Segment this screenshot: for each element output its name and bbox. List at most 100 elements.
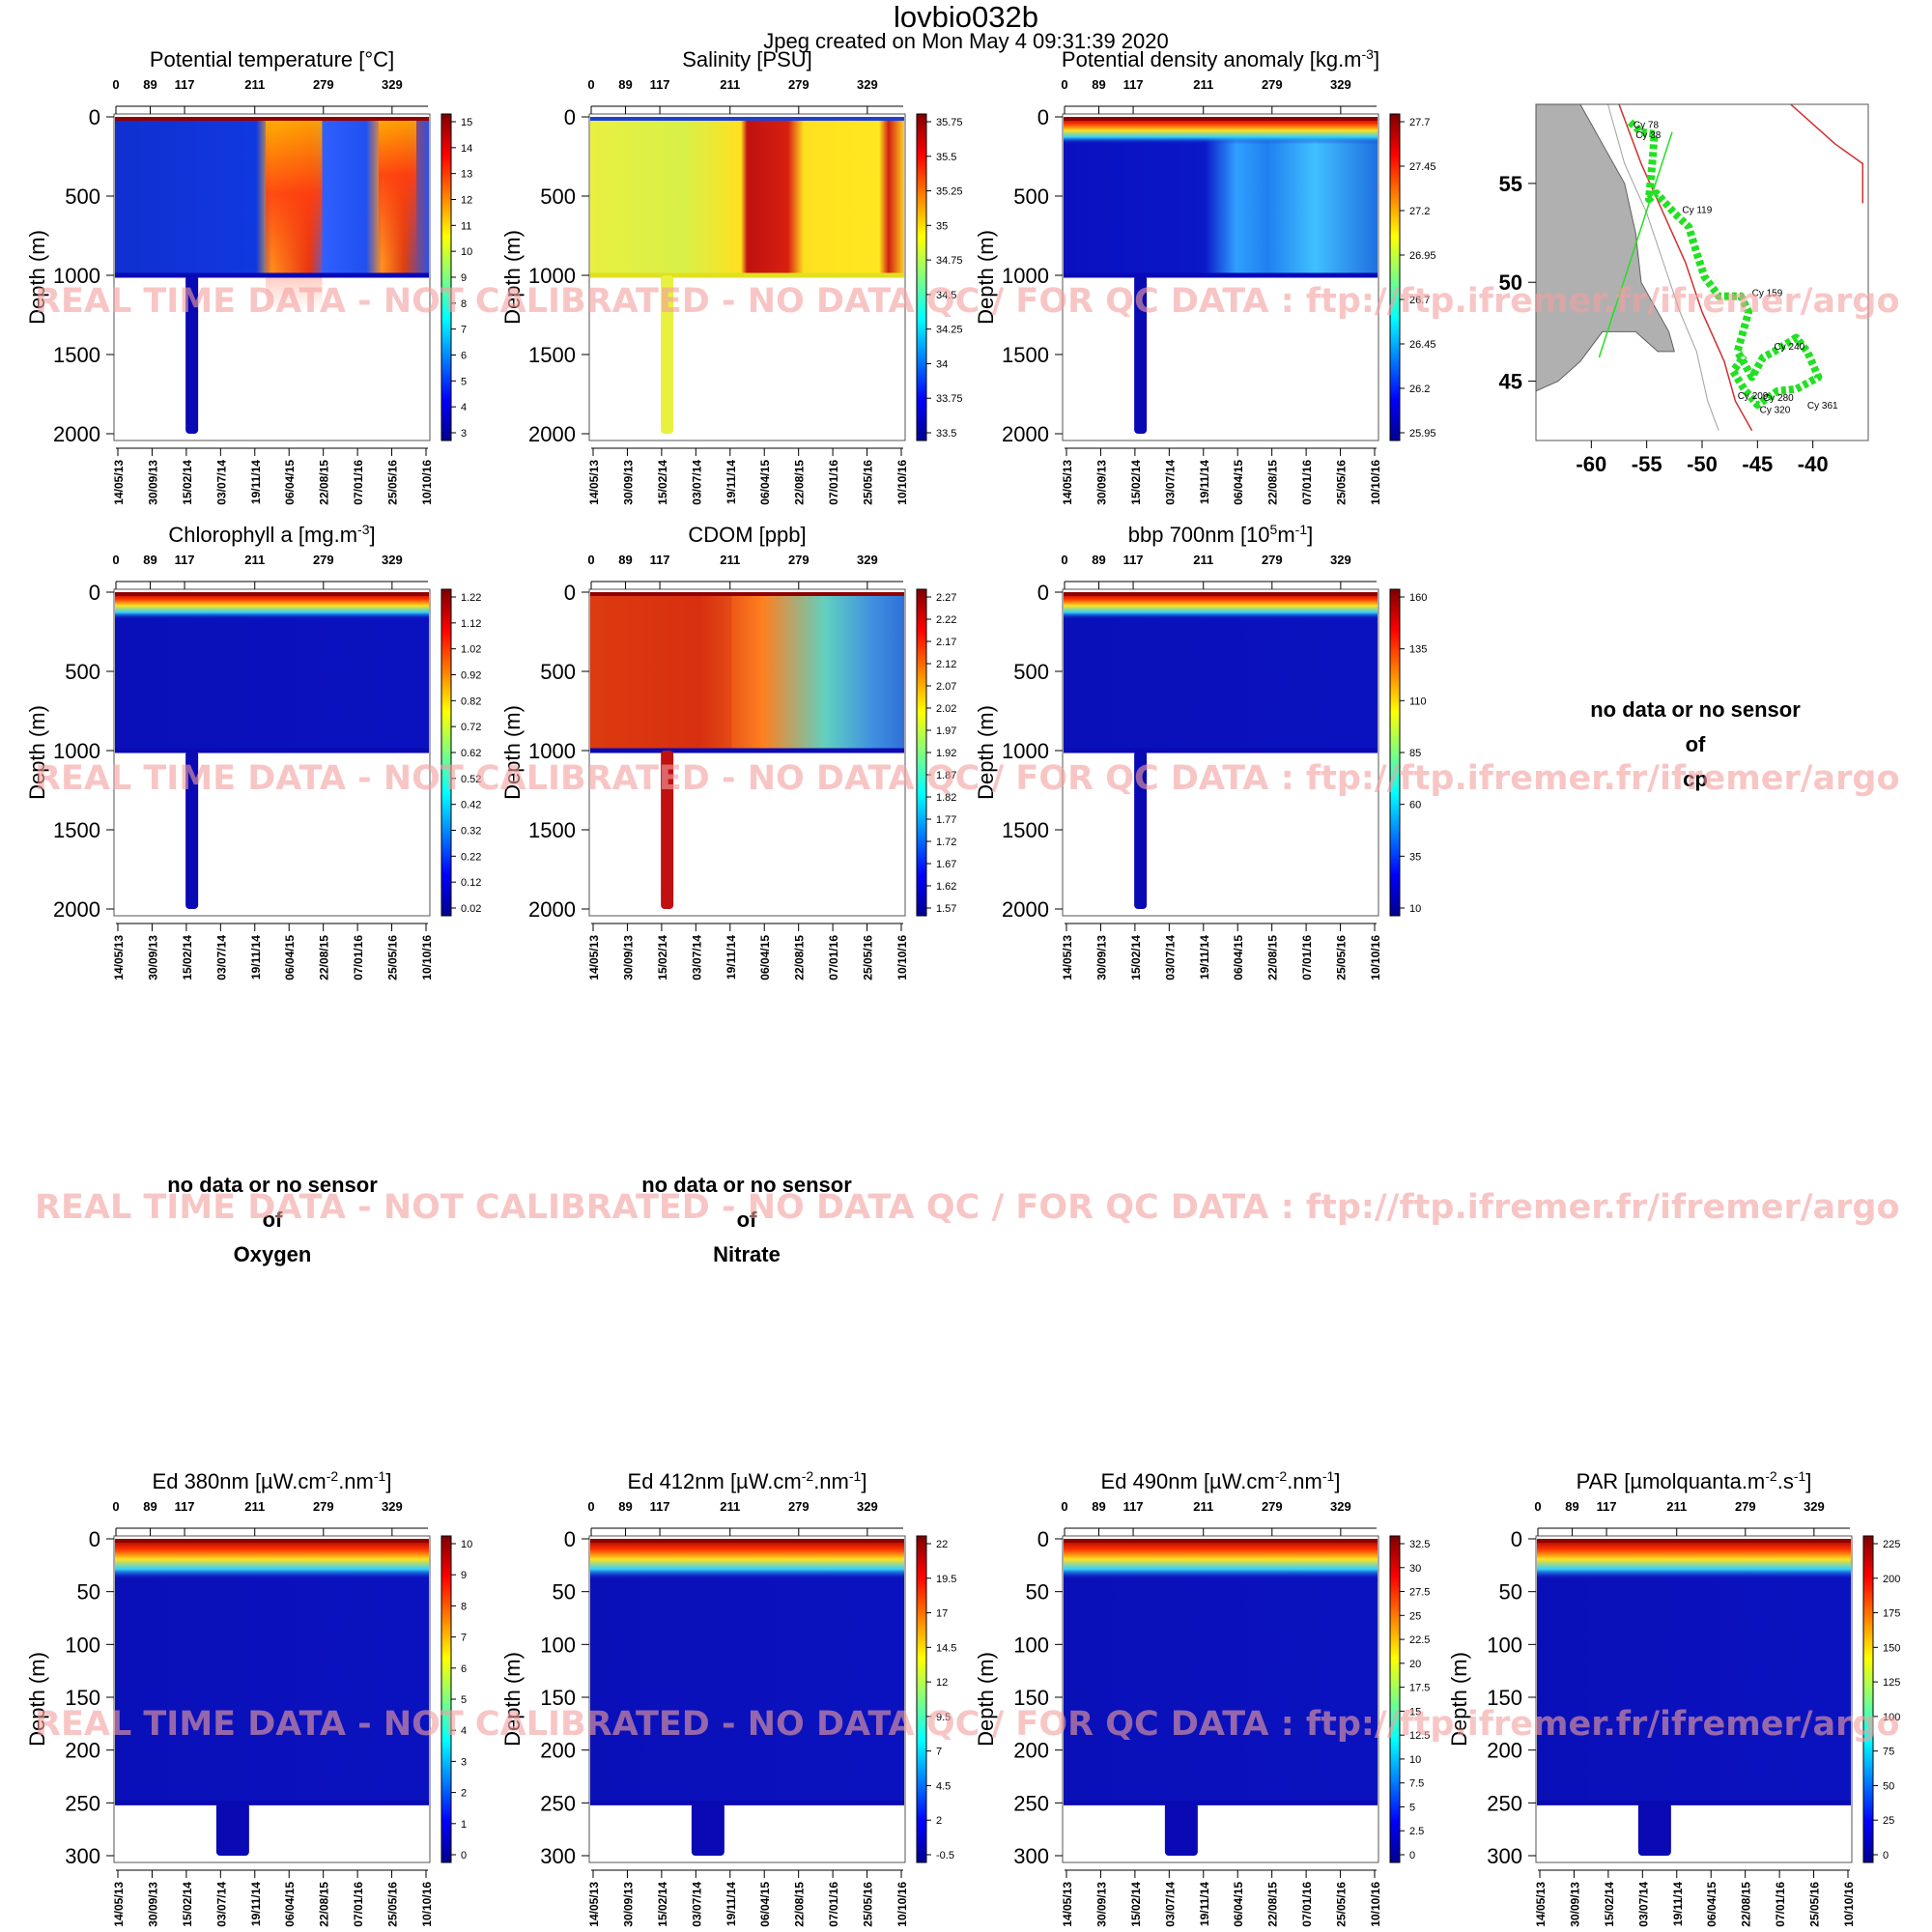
cycle-tick-label: 0 — [1061, 77, 1067, 92]
colorbar-label: 11 — [461, 220, 471, 232]
colorbar-label: 1.92 — [936, 748, 956, 759]
warm-layer — [379, 117, 416, 262]
date-tick-label: 10/10/16 — [1369, 460, 1382, 505]
y-tick-label: 250 — [1487, 1791, 1522, 1815]
date-tick-label: 10/10/16 — [1369, 935, 1382, 980]
date-tick-label: 30/09/13 — [621, 1882, 635, 1927]
y-tick-label: 2000 — [528, 422, 576, 446]
date-tick-label: 22/08/15 — [318, 460, 331, 505]
date-tick-label: 07/01/16 — [1300, 460, 1314, 505]
colorbar-label: 17.5 — [1409, 1683, 1430, 1694]
date-tick-label: 15/02/14 — [1129, 935, 1143, 980]
date-tick-label: 30/09/13 — [1094, 935, 1108, 980]
colorbar-label: 0.72 — [461, 722, 481, 733]
date-tick-label: 25/05/16 — [1808, 1882, 1822, 1927]
no-data-nitrate: no data or no sensor of Nitrate — [641, 1173, 852, 1266]
surface-band — [1537, 1539, 1851, 1579]
y-tick-label: 150 — [65, 1686, 100, 1710]
date-tick-label: 06/04/15 — [1232, 935, 1245, 980]
y-tick-label: 100 — [540, 1633, 576, 1657]
date-tick-label: 19/11/14 — [249, 1882, 263, 1926]
panel-par: PAR [µmolquanta.m-2.s-1]0501001502002503… — [1447, 1468, 1900, 1927]
panel-temp: Potential temperature [°C] 0 500 1000 1500 20… — [25, 47, 472, 505]
colorbar-label: 30 — [1409, 1563, 1421, 1575]
cycle-tick-label: 89 — [618, 77, 632, 92]
colorbar-label: 15 — [1409, 1706, 1421, 1718]
colorbar-label: 14 — [461, 143, 472, 155]
panel-cdom: CDOM [ppb] 0 500 1000 1500 2000 Depth (m) 0 89 11… — [500, 523, 956, 980]
colorbar-label: 5 — [1409, 1802, 1415, 1813]
surface-band — [590, 1539, 904, 1579]
date-tick-label: 22/08/15 — [793, 460, 807, 505]
date-tick-label: 14/05/13 — [1534, 1882, 1548, 1927]
surface-band — [1064, 592, 1378, 619]
colorbar-label: 0.12 — [461, 877, 481, 889]
date-tick-label: 14/05/13 — [1061, 935, 1074, 980]
y-axis-label: Depth (m) — [974, 1652, 998, 1747]
date-tick-label: 22/08/15 — [1266, 935, 1280, 980]
surface-line — [115, 117, 429, 121]
cycle-tick-label: 279 — [313, 1499, 334, 1514]
lon-tick-label: -40 — [1798, 452, 1829, 476]
cycle-label: Cy 209 — [1738, 391, 1769, 402]
cycle-label: Cy 280 — [1763, 393, 1794, 404]
cycle-tick-label: 211 — [720, 1499, 740, 1514]
colorbar-label: 25.95 — [1409, 428, 1436, 440]
cycle-tick-label: 89 — [143, 1499, 156, 1514]
date-tick-label: 03/07/14 — [690, 935, 703, 980]
plot-frame — [588, 588, 906, 917]
date-tick-label: 06/04/15 — [758, 1882, 772, 1927]
y-tick-label: 0 — [1037, 1527, 1049, 1551]
date-tick-label: 22/08/15 — [1266, 1882, 1280, 1927]
colorbar-label: 1.02 — [461, 644, 481, 656]
y-tick-label: 2000 — [1002, 897, 1049, 922]
colorbar-label: 1.87 — [936, 770, 956, 781]
date-tick-label: 03/07/14 — [1163, 1882, 1177, 1927]
cycle-label: Cy 78 — [1634, 121, 1660, 131]
colorbar-label: 35.5 — [936, 152, 956, 163]
cycle-tick-label: 89 — [618, 553, 632, 567]
cycle-tick-label: 117 — [1123, 77, 1144, 92]
date-tick-label: 25/05/16 — [386, 460, 400, 505]
date-tick-label: 07/01/16 — [827, 460, 840, 505]
colorbar-label: 1 — [461, 1819, 467, 1831]
colorbar-label: 2.5 — [1409, 1826, 1424, 1837]
lat-tick-label: 55 — [1499, 172, 1522, 196]
cycle-tick-label: 211 — [1193, 553, 1213, 567]
colorbar-label: 7 — [461, 1633, 467, 1644]
panel-title: bbp 700nm [105m-1] — [1128, 522, 1313, 547]
date-tick-label: 14/05/13 — [587, 460, 601, 505]
colorbar-label: 7.5 — [1409, 1778, 1424, 1790]
data-field — [1064, 1539, 1378, 1804]
data-field — [115, 1539, 429, 1804]
y-tick-label: 0 — [564, 581, 576, 605]
date-tick-label: 15/02/14 — [181, 1882, 194, 1927]
colorbar-label: 1.72 — [936, 837, 956, 848]
cycle-tick-label: 89 — [143, 553, 156, 567]
plot-frame — [113, 113, 431, 441]
colorbar — [916, 1535, 927, 1863]
date-tick-label: 07/01/16 — [827, 935, 840, 980]
y-axis-label: Depth (m) — [25, 1652, 49, 1747]
colorbar — [440, 1535, 452, 1863]
colorbar-label: 1.62 — [936, 881, 956, 893]
landmass — [1535, 103, 1675, 392]
y-tick-label: 0 — [564, 1527, 576, 1551]
y-tick-label: 100 — [65, 1633, 100, 1657]
y-tick-label: 1500 — [1002, 343, 1049, 367]
date-tick-label: 15/02/14 — [181, 935, 194, 980]
cycle-tick-label: 329 — [382, 1499, 403, 1514]
y-tick-label: 1500 — [53, 343, 100, 367]
y-tick-label: 500 — [1013, 185, 1049, 209]
date-tick-label: 19/11/14 — [1671, 1882, 1685, 1926]
panel-ed412: Ed 412nm [µW.cm-2.nm-1] 0 50 100 150 200 250 30… — [500, 1468, 956, 1927]
date-tick-label: 19/11/14 — [249, 460, 263, 504]
colorbar-label: 1.12 — [461, 618, 481, 630]
date-tick-label: 10/10/16 — [1369, 1882, 1382, 1927]
panel-title: Ed 490nm [µW.cm-2.nm-1] — [1101, 1468, 1341, 1493]
y-tick-label: 500 — [540, 660, 576, 684]
colorbar-label: 6 — [461, 351, 467, 362]
panel-sal: Salinity [PSU] 0 500 1000 1500 2000 Depth (m) 0… — [500, 47, 963, 505]
date-tick-label: 06/04/15 — [758, 935, 772, 980]
cycle-tick-label: 117 — [1123, 553, 1144, 567]
